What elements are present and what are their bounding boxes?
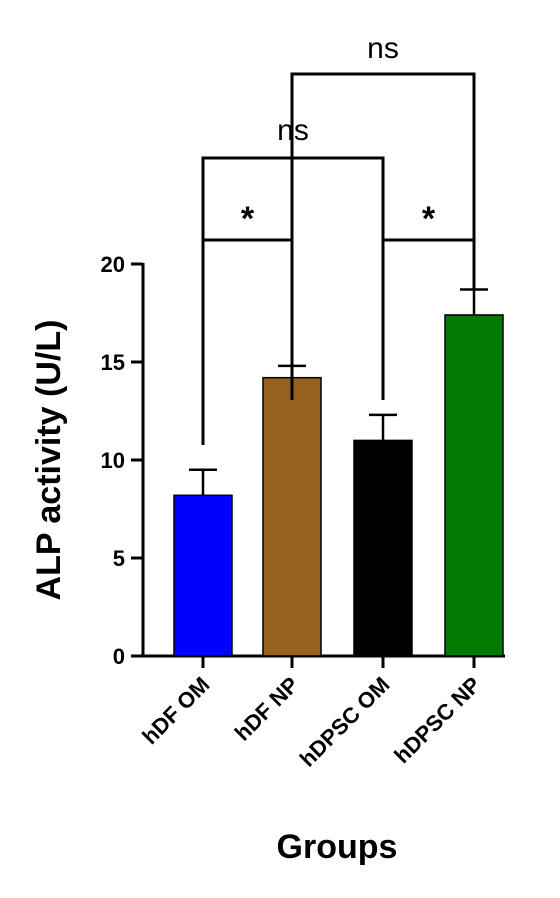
x-tick-label: hDPSC NP [389, 672, 485, 768]
significance-label: * [422, 200, 436, 238]
y-tick-label: 10 [101, 448, 125, 473]
bar [262, 376, 322, 657]
significance-label: * [241, 200, 255, 238]
bar [173, 494, 233, 657]
y-tick-label: 0 [113, 644, 125, 669]
y-tick-label: 5 [113, 546, 125, 571]
bar [444, 314, 504, 657]
bar [353, 439, 413, 657]
significance-bracket [290, 72, 476, 400]
y-tick-label: 20 [101, 252, 125, 277]
x-tick-label: hDF NP [230, 672, 304, 746]
x-tick-label: hDF OM [137, 672, 214, 749]
y-tick-label: 15 [101, 350, 125, 375]
x-tick-label: hDPSC OM [295, 672, 395, 772]
x-axis-title: Groups [277, 828, 398, 866]
significance-label: ns [367, 32, 399, 65]
y-axis-title: ALP activity (U/L) [30, 320, 68, 601]
